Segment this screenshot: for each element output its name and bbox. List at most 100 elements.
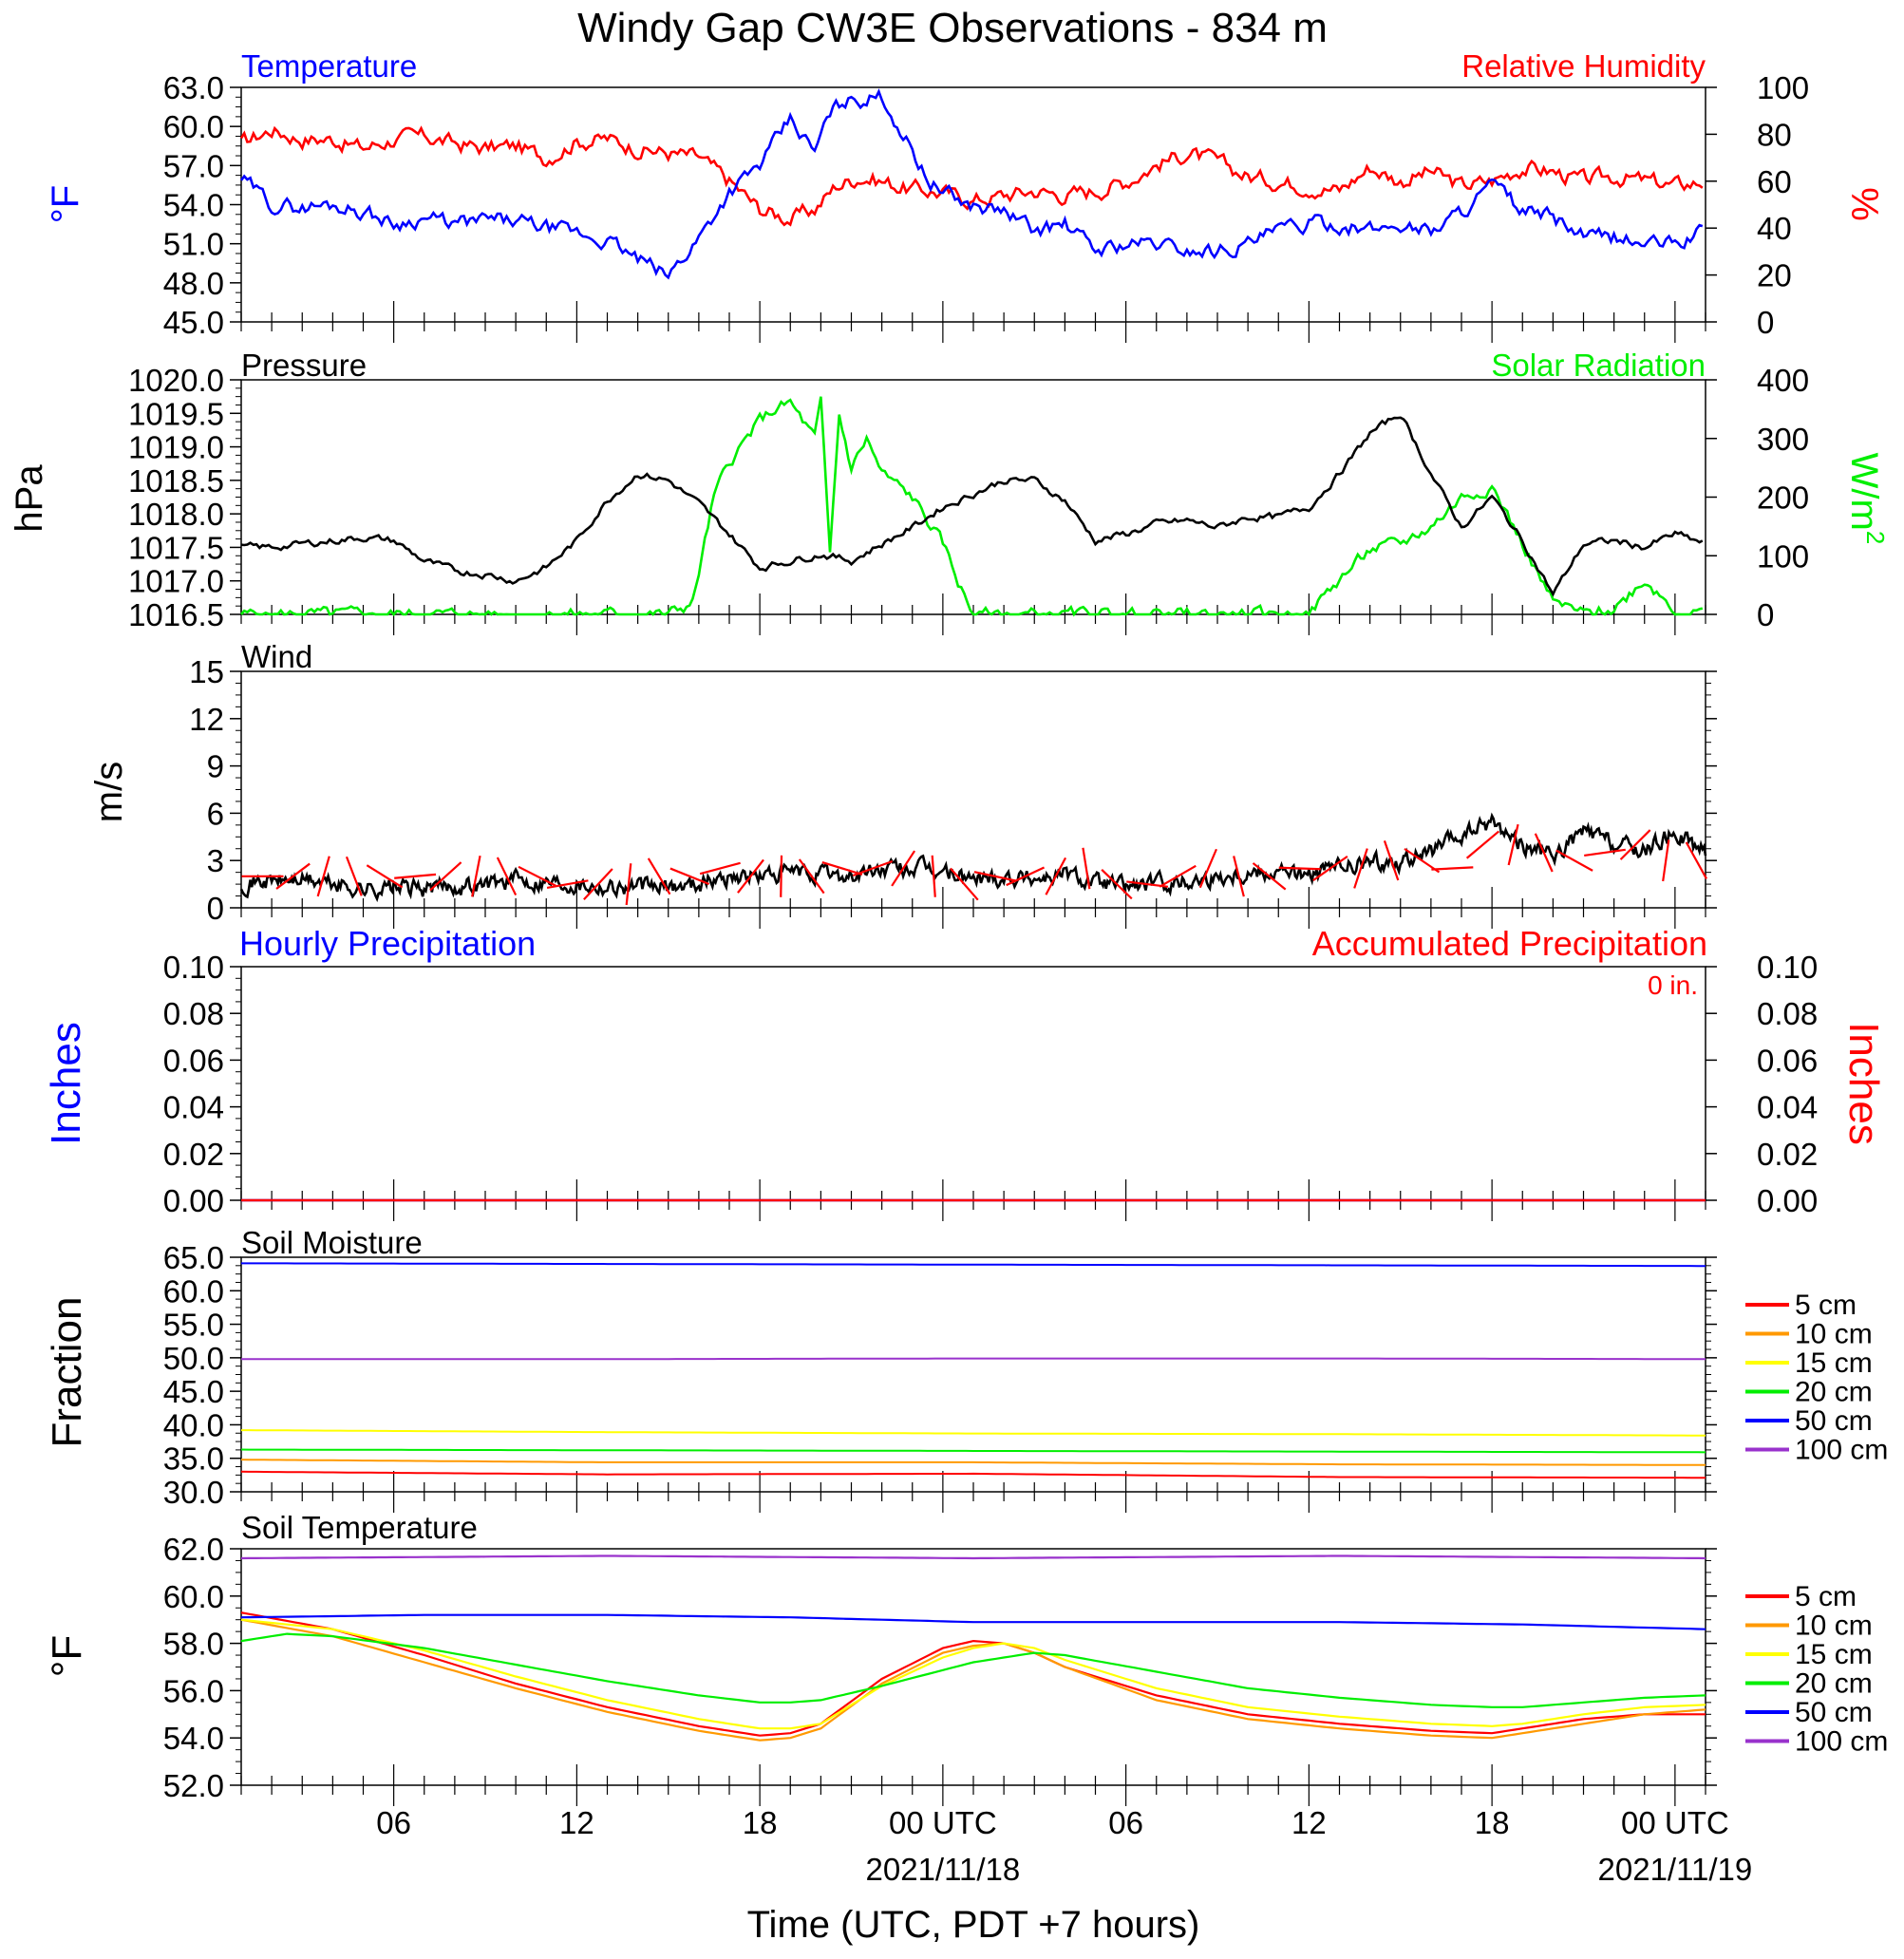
y-tick-label-precip: 0.00	[163, 1183, 224, 1218]
y-tick-label-precip: 0.04	[163, 1090, 224, 1125]
solar-axis-unit-group: W/m2	[1843, 453, 1890, 545]
series-line-soil_moisture-20-cm	[240, 1448, 1706, 1454]
legend-label-soil-moisture: 15 cm	[1795, 1347, 1873, 1379]
x-date-label: 2021/11/18	[866, 1852, 1021, 1887]
pressure-title: Pressure	[241, 348, 367, 383]
wind-barb	[345, 856, 363, 896]
legend-label-soil-moisture: 50 cm	[1795, 1405, 1873, 1437]
y2-tick-label-pressure_solar: 400	[1757, 363, 1809, 398]
y-tick-label-soil_temp: 58.0	[163, 1627, 224, 1662]
wind-barb	[950, 867, 979, 901]
wind-barb	[275, 862, 311, 890]
wind-barb	[471, 855, 481, 897]
y-tick-label-pressure_solar: 1017.0	[128, 564, 224, 599]
wind-barb	[518, 865, 556, 887]
y-tick-label-precip: 0.08	[163, 996, 224, 1031]
y-tick-label-temp_rh: 54.0	[163, 188, 224, 223]
temperature-title: Temperature	[241, 48, 417, 84]
x-tick-label: 06	[376, 1805, 411, 1840]
y2-tick-label-temp_rh: 0	[1757, 305, 1774, 340]
pressure-axis-unit: hPa	[9, 464, 50, 533]
y-tick-label-pressure_solar: 1016.5	[128, 597, 224, 632]
x-tick-label: 00 UTC	[889, 1805, 997, 1840]
series-line-temperature	[239, 88, 1704, 280]
y2-tick-label-precip: 0.08	[1757, 996, 1818, 1031]
wind-barb	[1662, 839, 1670, 882]
soil-moisture-axis-unit: Fraction	[44, 1297, 90, 1448]
y-tick-label-wind: 6	[207, 796, 224, 831]
wind-barb	[394, 873, 437, 879]
legend-label-soil-moisture: 20 cm	[1795, 1377, 1873, 1408]
y-tick-label-pressure_solar: 1018.5	[128, 463, 224, 499]
wind-barb	[546, 879, 589, 890]
series-line-soil_moisture-15-cm	[241, 1429, 1706, 1437]
y-tick-label-temp_rh: 45.0	[163, 305, 224, 340]
wind-barb	[583, 868, 613, 900]
series-line-soil_temp-10-cm	[240, 1618, 1706, 1742]
wind-title: Wind	[241, 639, 312, 674]
y-tick-label-soil_moisture: 40.0	[163, 1407, 224, 1442]
wind-barb	[1198, 848, 1217, 889]
y-tick-label-soil_moisture: 30.0	[163, 1475, 224, 1510]
wind-barb	[1159, 864, 1197, 888]
series-line-soil_temp-5-cm	[240, 1611, 1706, 1737]
y-tick-label-temp_rh: 51.0	[163, 227, 224, 262]
x-tick-label: 06	[1108, 1805, 1143, 1840]
y-tick-label-soil_temp: 60.0	[163, 1579, 224, 1614]
y-tick-label-temp_rh: 63.0	[163, 70, 224, 105]
y-tick-label-pressure_solar: 1017.5	[128, 530, 224, 565]
soil-temperature-title: Soil Temperature	[241, 1510, 478, 1545]
y2-tick-label-precip: 0.02	[1757, 1137, 1818, 1172]
wind-barb	[1082, 847, 1091, 890]
y-tick-label-temp_rh: 60.0	[163, 109, 224, 144]
wind-barb	[931, 855, 936, 897]
x-tick-label: 12	[559, 1805, 594, 1840]
wind-barb	[798, 858, 825, 895]
wind-barb	[852, 859, 894, 877]
wind-barb	[1101, 869, 1133, 900]
y-tick-label-wind: 3	[207, 843, 224, 878]
y-tick-label-pressure_solar: 1020.0	[128, 363, 224, 398]
wind-barb	[669, 867, 710, 886]
y2-tick-label-pressure_solar: 100	[1757, 538, 1809, 574]
series-line-soil_temp-15-cm	[240, 1618, 1706, 1730]
y2-tick-label-precip: 0.06	[1757, 1043, 1818, 1078]
legend-label-soil-moisture: 100 cm	[1795, 1435, 1888, 1466]
y2-tick-label-temp_rh: 80	[1757, 117, 1792, 152]
y-tick-label-precip: 0.06	[163, 1043, 224, 1078]
series-line-soil_moisture-5-cm	[240, 1470, 1706, 1479]
y2-tick-label-temp_rh: 60	[1757, 164, 1792, 199]
y2-tick-label-precip: 0.04	[1757, 1090, 1818, 1125]
panel-frame-soil_moisture	[240, 1256, 1706, 1493]
wind-barb	[429, 861, 462, 892]
accum-precip-value: 0 in.	[1648, 970, 1698, 1000]
x-tick-label: 18	[743, 1805, 778, 1840]
series-line-soil_temp-20-cm	[240, 1632, 1706, 1708]
legend-label-soil-moisture: 10 cm	[1795, 1319, 1873, 1350]
series-line-pressure	[240, 416, 1704, 597]
wind-barb	[1312, 855, 1348, 882]
wind-barb	[780, 855, 783, 897]
wind-barb	[1404, 847, 1441, 874]
wind-barb	[366, 864, 404, 889]
series-line-solar-radiation	[240, 396, 1704, 617]
series-line-soil_temp-50-cm	[240, 1613, 1706, 1630]
wind-barb	[1045, 857, 1067, 895]
y2-tick-label-temp_rh: 40	[1757, 211, 1792, 246]
legend-label-soil-temperature: 5 cm	[1795, 1581, 1857, 1612]
y-tick-label-soil_moisture: 50.0	[163, 1341, 224, 1376]
legend-label-soil-temperature: 20 cm	[1795, 1668, 1873, 1700]
x-tick-label: 18	[1475, 1805, 1510, 1840]
legend-label-soil-temperature: 100 cm	[1795, 1726, 1888, 1758]
y-tick-label-pressure_solar: 1019.0	[128, 430, 224, 465]
series-line-soil_moisture-50-cm	[241, 1262, 1706, 1268]
humidity-axis-unit: %	[1843, 187, 1885, 221]
wind-barb	[737, 858, 764, 894]
legend-label-soil-moisture: 5 cm	[1795, 1290, 1857, 1321]
legend-label-soil-temperature: 50 cm	[1795, 1697, 1873, 1728]
chart-title: Windy Gap CW3E Observations - 834 m	[577, 5, 1328, 51]
y-tick-label-pressure_solar: 1019.5	[128, 396, 224, 431]
wind-barb	[316, 856, 330, 897]
